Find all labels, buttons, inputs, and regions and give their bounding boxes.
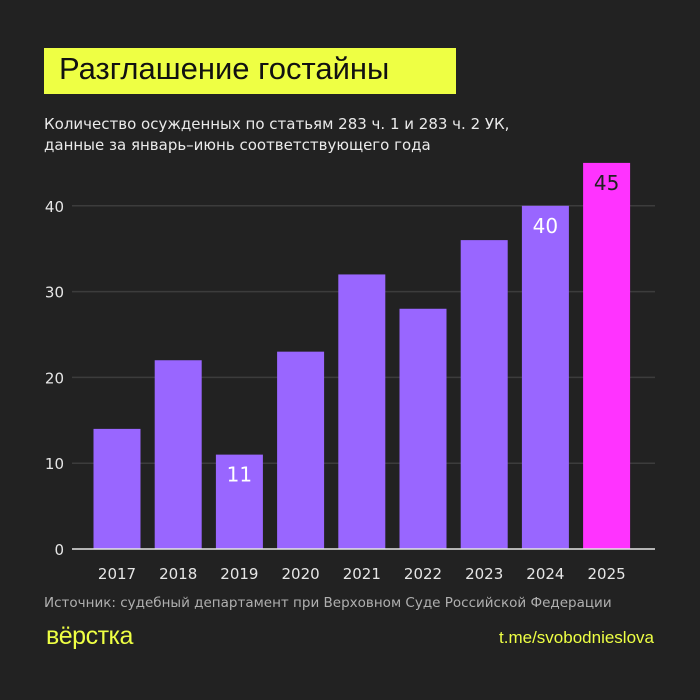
y-tick-label: 0 [54,541,64,559]
bar-2020 [277,351,325,549]
data-label: 11 [227,463,252,487]
y-tick-label: 40 [45,198,64,216]
x-tick-label: 2021 [343,565,381,583]
x-tick-label: 2018 [159,565,197,583]
source-note: Источник: судебный департамент при Верхо… [44,595,612,611]
x-tick-label: 2022 [404,565,442,583]
x-tick-label: 2025 [588,565,626,583]
logo: вёрстка [46,622,133,650]
telegram-link[interactable]: t.me/svobodnieslova [499,628,654,647]
bar-2024 [521,205,569,550]
bar-2021 [338,274,386,549]
bar-2025 [583,162,631,549]
chart-title: Разглашение гостайны [59,51,390,86]
bar-2019 [215,454,263,549]
y-tick-label: 30 [45,284,64,302]
x-tick-label: 2017 [98,565,136,583]
bar-2022 [399,308,447,549]
bar-2023 [460,240,508,549]
x-tick-label: 2023 [465,565,503,583]
bar-2018 [154,360,202,549]
x-tick-label: 2019 [220,565,258,583]
chart-subtitle: Количество осужденных по статьям 283 ч. … [44,114,644,156]
data-label: 40 [533,214,558,238]
x-tick-label: 2020 [282,565,320,583]
x-tick-label: 2024 [526,565,564,583]
title-box: Разглашение гостайны [44,48,456,94]
subtitle-line: Количество осужденных по статьям 283 ч. … [44,115,510,133]
data-label: 45 [594,171,619,195]
y-tick-label: 20 [45,369,64,387]
y-tick-label: 10 [45,455,64,473]
subtitle-line: данные за январь–июнь соответствующего г… [44,136,431,154]
bar-2017 [93,428,141,549]
